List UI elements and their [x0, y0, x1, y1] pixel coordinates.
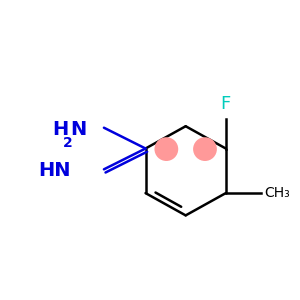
Text: H: H — [52, 120, 68, 139]
Text: HN: HN — [39, 161, 71, 180]
Circle shape — [154, 137, 178, 161]
Text: 2: 2 — [63, 136, 73, 150]
Circle shape — [193, 137, 217, 161]
Text: N: N — [70, 120, 87, 139]
Text: CH₃: CH₃ — [264, 186, 290, 200]
Text: F: F — [221, 95, 231, 113]
